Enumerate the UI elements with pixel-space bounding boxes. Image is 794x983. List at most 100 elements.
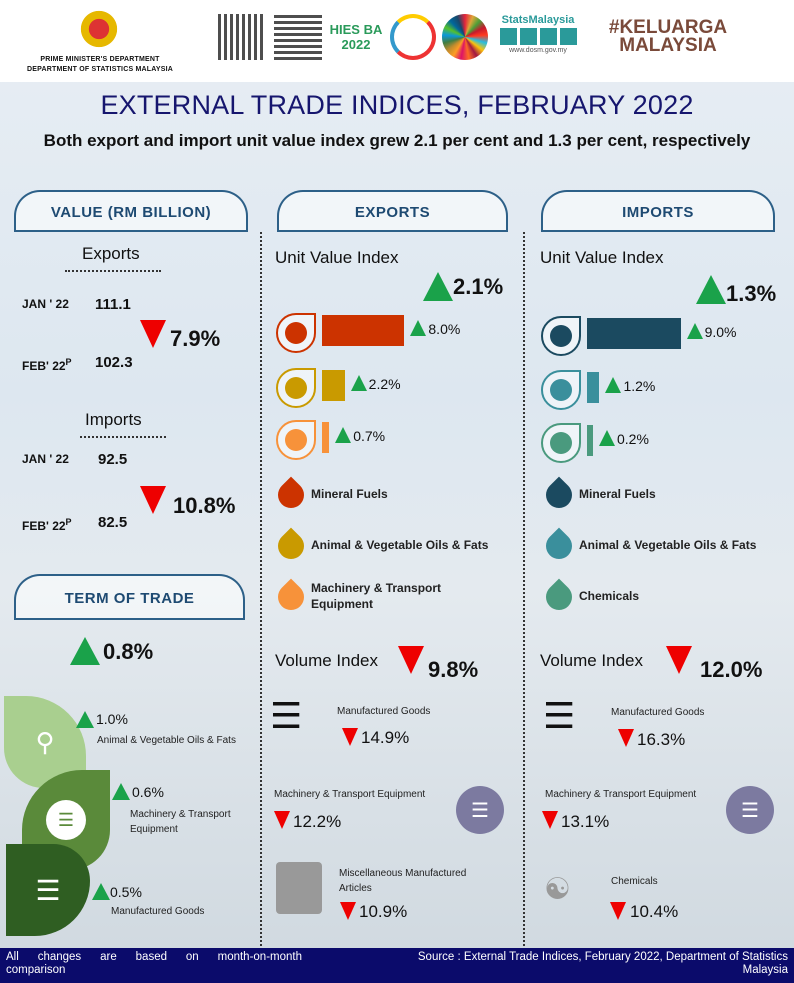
- down-arrow-icon: [340, 902, 356, 920]
- column-divider: [260, 232, 262, 946]
- footer-source: Source : External Trade Indices, Februar…: [417, 951, 788, 976]
- terms-change: 0.8%: [103, 639, 154, 664]
- exports-uvi-label: Unit Value Index: [275, 248, 399, 267]
- legend-label: Chemicals: [579, 589, 640, 603]
- imports-feb-label: FEB' 22: [22, 519, 66, 533]
- down-arrow-icon: [610, 902, 626, 920]
- uvi-bar-change: 0.7%: [353, 428, 386, 444]
- imports-uvi-change: 1.3%: [726, 281, 777, 306]
- hiesba-logo: HIES BA 2022: [329, 22, 383, 52]
- vi-item-change: 12.2%: [293, 812, 342, 831]
- down-arrow-icon: [274, 811, 290, 829]
- provisional-mark: P: [65, 517, 72, 527]
- exports-value-change: 7.9%: [170, 326, 221, 351]
- mineral-fuels-drop-icon: [540, 476, 578, 514]
- dept-line-2: DEPARTMENT OF STATISTICS MALAYSIA: [27, 66, 173, 73]
- vi-item-label: Miscellaneous Manufactured Articles: [339, 868, 467, 894]
- uvi-bar: [587, 318, 681, 349]
- molecule-icon: ☯: [544, 873, 571, 906]
- value-heading: VALUE (RM BILLION): [14, 190, 248, 232]
- down-arrow-icon: [398, 646, 424, 674]
- oils-fats-drop-icon: [272, 527, 310, 565]
- stats-url: www.dosm.gov.my: [509, 47, 567, 54]
- clipboard-box-icon: [276, 862, 322, 914]
- divider: [80, 436, 166, 438]
- down-arrow-icon: [618, 729, 634, 747]
- terms-leaf-3: ☰: [6, 844, 90, 936]
- coins-icon: ☰: [270, 695, 303, 736]
- vi-item-label: Machinery & Transport Equipment: [545, 789, 697, 800]
- vi-item-label: Manufactured Goods: [611, 707, 705, 718]
- statsmalaysia-logo[interactable]: StatsMalaysia www.dosm.gov.my: [498, 14, 578, 54]
- down-arrow-icon: [140, 320, 166, 348]
- uvi-bar: [587, 425, 593, 456]
- terms-item-change: 1.0%: [96, 711, 128, 727]
- terms-item-change: 0.5%: [110, 884, 142, 900]
- terms-item-label: Machinery & Transport Equipment: [130, 809, 231, 835]
- vi-item-change: 10.4%: [630, 902, 679, 921]
- imports-uvi-label: Unit Value Index: [540, 248, 664, 267]
- qr-code-1[interactable]: [218, 14, 266, 60]
- down-arrow-icon: [542, 811, 558, 829]
- provisional-mark: P: [65, 357, 72, 367]
- up-arrow-icon: [423, 272, 453, 301]
- sliders-icon: [276, 420, 316, 460]
- up-arrow-icon: [70, 637, 100, 665]
- legend-label: Mineral Fuels: [579, 487, 656, 501]
- legend-label: Animal & Vegetable Oils & Fats: [311, 538, 489, 552]
- dept-line-1: PRIME MINISTER'S DEPARTMENT: [40, 56, 160, 63]
- keluarga-malaysia-logo: #KELUARGA MALAYSIA: [608, 17, 728, 56]
- social-icons: [498, 28, 578, 45]
- imports-feb-value: 82.5: [98, 514, 128, 531]
- vi-item-label: Manufactured Goods: [337, 706, 431, 717]
- uvi-bar-change: 9.0%: [704, 324, 737, 340]
- terms-item-label: Manufactured Goods: [111, 906, 205, 917]
- molecule-icon: [541, 423, 581, 463]
- exports-jan-label: JAN ' 22: [22, 297, 69, 311]
- terms-item-label: Animal & Vegetable Oils & Fats: [97, 735, 236, 746]
- up-arrow-icon: [599, 430, 615, 446]
- vi-item-change: 13.1%: [561, 812, 610, 831]
- imports-vi-label: Volume Index: [540, 651, 644, 670]
- oil-drop-icon: [276, 368, 316, 408]
- qr-code-2[interactable]: [274, 14, 322, 60]
- exports-feb-label: FEB' 22: [22, 359, 66, 373]
- sliders-icon: ☰: [46, 800, 86, 840]
- uvi-bar-change: 2.2%: [368, 376, 401, 392]
- vi-item-change: 16.3%: [637, 730, 686, 749]
- up-arrow-icon: [350, 375, 367, 391]
- footer-note: All changes are based on month-on-month …: [6, 951, 302, 976]
- dosm-logo: [390, 14, 436, 60]
- legend-label: Machinery & Transport Equipment: [311, 581, 442, 611]
- up-arrow-icon: [410, 320, 427, 336]
- column-divider: [523, 232, 525, 946]
- imports-value-change: 10.8%: [173, 493, 236, 518]
- oil-drop-icon: [541, 370, 581, 410]
- up-arrow-icon: [686, 323, 703, 339]
- up-arrow-icon: [335, 427, 352, 443]
- vi-item-change: 14.9%: [361, 728, 410, 747]
- fuel-barrel-icon: [541, 316, 581, 356]
- up-arrow-icon: [92, 883, 110, 900]
- exports-jan-value: 111.1: [95, 296, 131, 313]
- uvi-bar: [322, 315, 405, 346]
- footer: All changes are based on month-on-month …: [0, 948, 794, 983]
- header: PRIME MINISTER'S DEPARTMENT DEPARTMENT O…: [0, 0, 794, 82]
- exports-feb-value: 102.3: [95, 354, 133, 371]
- stats-label: StatsMalaysia: [501, 14, 575, 26]
- uvi-bar-change: 0.2%: [617, 431, 649, 447]
- uvi-bar: [587, 372, 600, 403]
- mineral-fuels-drop-icon: [272, 476, 310, 514]
- imports-vi-change: 12.0%: [700, 657, 763, 682]
- up-arrow-icon: [76, 711, 94, 728]
- machinery-drop-icon: [272, 578, 310, 616]
- down-arrow-icon: [666, 646, 692, 674]
- oils-fats-drop-icon: [540, 527, 578, 565]
- sliders-icon: ☰: [726, 786, 774, 834]
- sdg-logo: [442, 14, 488, 60]
- vi-item-label: Chemicals: [611, 876, 658, 887]
- imports-jan-label: JAN ' 22: [22, 452, 69, 466]
- coins-icon: ☰: [543, 695, 576, 736]
- exports-value-label: Exports: [82, 244, 140, 263]
- fuel-barrel-icon: [276, 313, 316, 353]
